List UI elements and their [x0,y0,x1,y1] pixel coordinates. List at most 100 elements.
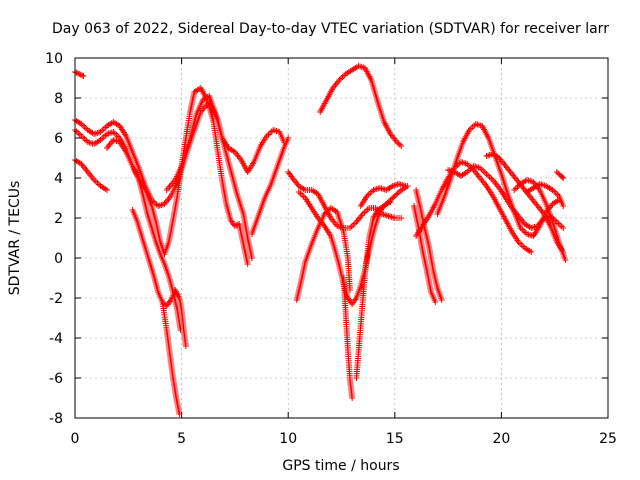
y-tick-label: -8 [49,411,63,427]
data-point [393,139,400,145]
data-point [348,223,355,230]
data-point [553,169,560,175]
data-point [394,190,401,197]
y-tick-label: -4 [49,331,63,347]
x-tick-label: 15 [386,431,404,447]
data-point [481,169,488,176]
data-point [432,299,439,305]
data-point [80,73,87,79]
x-tick-label: 10 [279,431,297,447]
data-point [100,134,107,140]
data-point [73,128,80,135]
series-arc-08 [163,99,255,261]
data-point [485,172,492,179]
data-point [100,126,107,132]
data-point [75,130,82,136]
y-axis-label: SDTVAR / TECUs [7,181,23,296]
x-tick-label: 5 [177,431,186,447]
data-point [351,220,358,227]
data-point [387,197,394,203]
data-point [558,223,565,230]
data-point [300,193,307,200]
data-point [528,249,535,255]
x-tick-label: 20 [492,431,510,447]
data-point [349,395,356,401]
data-point [398,143,405,149]
data-point [395,140,402,147]
data-point [390,194,397,201]
data-point [285,135,292,141]
series-arc-17 [413,187,445,303]
y-tick-label: 6 [54,131,63,147]
data-point [438,297,445,303]
data-point [76,71,83,77]
x-axis-label: GPS time / hours [282,458,399,474]
data-point [560,175,567,181]
data-point [182,343,189,349]
data-point [388,195,395,202]
data-point [94,180,101,186]
data-point [480,168,487,174]
y-tick-label: 2 [54,211,63,227]
data-point [560,203,567,209]
data-point [73,69,80,76]
data-point [488,175,495,182]
data-point [364,206,371,213]
data-point [248,255,255,261]
y-tick-label: -6 [49,371,63,387]
series-arc-05 [103,85,251,267]
data-point [110,129,117,135]
data-point [347,287,354,293]
data-point [299,192,306,198]
data-point [557,222,564,228]
series-arc-16 [317,63,405,149]
data-point [79,72,86,79]
data-point [398,215,405,221]
data-point [74,70,81,77]
series-arc-15 [357,181,409,209]
series-arc-13 [340,275,356,401]
data-point [111,130,118,137]
data-point [295,189,302,195]
x-tick-label: 25 [599,431,617,447]
data-point [76,131,83,138]
data-point [339,74,346,80]
series-arc-23 [511,177,569,263]
data-point [552,190,559,196]
y-tick-label: 10 [45,51,63,67]
data-point [365,191,372,198]
data-point [233,222,240,229]
plot-frame [74,57,609,419]
data-point [81,124,88,130]
data-point [97,129,104,135]
data-point [477,165,484,171]
data-point [402,183,409,189]
series-arc-19 [413,159,535,255]
data-point [520,228,527,234]
data-point [483,171,490,177]
data-point [518,242,525,248]
data-point [486,174,493,180]
series-arc-04 [72,157,110,193]
data-point [103,187,110,193]
y-tick-label: 4 [54,171,63,187]
data-point [562,257,569,263]
data-point [265,131,272,138]
data-point [79,134,86,141]
data-point [396,141,403,148]
data-point [367,190,374,196]
data-point [511,187,518,193]
data-point [176,411,183,417]
data-point [92,178,99,185]
data-point [81,136,88,142]
data-point [244,261,251,267]
data-point [559,174,566,180]
y-tick-label: -2 [49,291,63,307]
y-tick-label: 8 [54,91,63,107]
data-point [560,225,567,231]
series-arc-24 [523,181,567,209]
data-point [391,193,398,199]
data-point [517,240,524,247]
series-arc-12 [293,205,354,303]
